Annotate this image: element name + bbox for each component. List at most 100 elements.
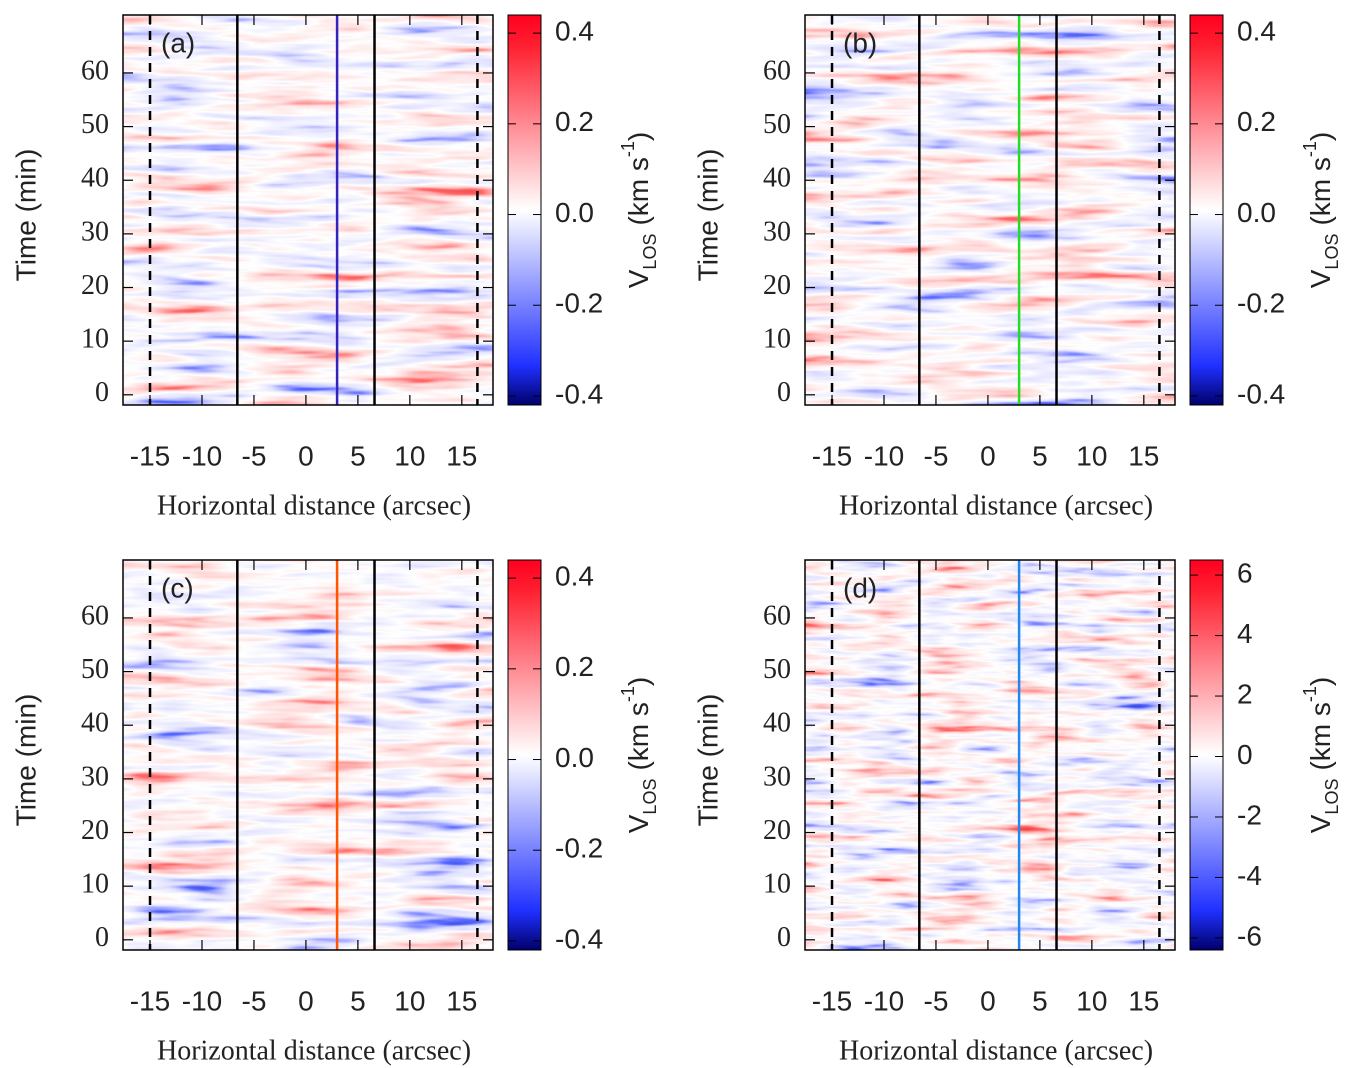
y-tick-label: 10 [763,869,791,900]
x-tick-label: -10 [182,985,222,1016]
y-tick-label: 10 [81,869,109,900]
y-axis-title: Time (min) [692,694,723,827]
plot-frame [804,559,1176,951]
colorbar [1189,559,1224,951]
colorbar-title-subscript: LOS [640,234,660,270]
x-tick-label: -5 [924,440,949,471]
x-tick-label: -5 [924,985,949,1016]
x-tick-label: 0 [980,440,996,471]
x-axis-title: Horizontal distance (arcsec) [839,490,1153,521]
y-tick-label: 30 [81,761,109,792]
colorbar-title-unit: (km s [1305,157,1336,225]
colorbar-title: VLOS (km s-1) [618,132,660,289]
x-axis-title: Horizontal distance (arcsec) [157,1035,471,1066]
colorbar-title: VLOS (km s-1) [1300,677,1342,834]
colorbar-title-symbol: V [623,814,654,833]
y-axis-title: Time (min) [692,149,723,282]
colorbar-tick-label: -0.2 [555,288,603,319]
heatmap-texture [123,560,493,950]
x-tick-label: -5 [242,440,267,471]
y-tick-label: 20 [81,270,109,301]
colorbar [507,559,542,951]
y-tick-label: 20 [81,815,109,846]
y-tick-label: 60 [81,600,109,631]
plot-frame [122,559,494,951]
colorbar-tick-label: 0 [1237,739,1253,770]
y-tick-label: 10 [81,324,109,355]
panel-label: (a) [161,27,195,58]
colorbar-tick-label: 0.0 [1237,197,1276,228]
colorbar-tick-label: 6 [1237,558,1253,589]
colorbar-tick-label: -0.2 [555,833,603,864]
colorbar-title-superscript: -1 [1300,141,1320,157]
colorbar [507,14,542,406]
y-tick-label: 40 [763,163,791,194]
x-tick-label: -5 [242,985,267,1016]
colorbar-tick-label: 0.4 [1237,16,1276,47]
colorbar-title-close: ) [1305,132,1336,141]
plot-frame [122,14,494,406]
y-tick-label: 50 [763,654,791,685]
colorbar-title-superscript: -1 [618,141,638,157]
x-tick-label: 0 [298,440,314,471]
x-tick-label: 15 [446,985,477,1016]
colorbar-tick-label: -0.4 [555,923,603,954]
colorbar-tick-label: -6 [1237,920,1262,951]
panel-label: (d) [843,572,877,603]
x-tick-label: 10 [1076,440,1107,471]
x-tick-label: 0 [980,985,996,1016]
x-tick-label: -10 [864,440,904,471]
y-tick-label: 10 [763,324,791,355]
y-tick-label: 50 [763,109,791,140]
heatmap-texture [805,560,1175,950]
colorbar-title: VLOS (km s-1) [618,677,660,834]
colorbar-title-symbol: V [623,269,654,288]
y-tick-label: 0 [777,922,791,953]
y-tick-label: 40 [763,708,791,739]
colorbar-title-close: ) [623,677,654,686]
colorbar-tick-label: 2 [1237,678,1253,709]
x-tick-label: -10 [864,985,904,1016]
x-tick-label: -15 [812,985,852,1016]
panel-label: (c) [161,572,194,603]
x-axis-title: Horizontal distance (arcsec) [839,1035,1153,1066]
colorbar-tick-label: -0.4 [555,378,603,409]
panel-label: (b) [843,27,877,58]
colorbar-title-superscript: -1 [618,686,638,702]
colorbar-tick-label: -0.4 [1237,378,1285,409]
colorbar-tick-label: -2 [1237,799,1262,830]
y-tick-label: 60 [763,600,791,631]
colorbar-tick-label: 0.4 [555,16,594,47]
heatmap-texture [123,15,493,405]
colorbar-tick-label: -4 [1237,860,1262,891]
colorbar-title-subscript: LOS [640,779,660,815]
colorbar-tick-label: 4 [1237,618,1253,649]
colorbar-tick-label: 0.2 [555,651,594,682]
x-axis-title: Horizontal distance (arcsec) [157,490,471,521]
colorbar-title-unit: (km s [623,702,654,770]
x-tick-label: 15 [1128,985,1159,1016]
x-tick-label: 0 [298,985,314,1016]
heatmap-texture [805,15,1175,405]
x-tick-label: 10 [394,440,425,471]
colorbar [1189,14,1224,406]
y-tick-label: 30 [81,216,109,247]
plot-frame [804,14,1176,406]
y-tick-label: 30 [763,216,791,247]
x-tick-label: 10 [1076,985,1107,1016]
colorbar-tick-label: 0.0 [555,742,594,773]
y-tick-label: 60 [81,55,109,86]
x-tick-label: -10 [182,440,222,471]
x-tick-label: 10 [394,985,425,1016]
colorbar-title-close: ) [623,132,654,141]
colorbar-title-unit: (km s [1305,702,1336,770]
y-tick-label: 40 [81,163,109,194]
colorbar-title-unit: (km s [623,157,654,225]
y-tick-label: 50 [81,654,109,685]
colorbar-title: VLOS (km s-1) [1300,132,1342,289]
colorbar-title-close: ) [1305,677,1336,686]
x-tick-label: -15 [812,440,852,471]
colorbar-title-subscript: LOS [1322,779,1342,815]
x-tick-label: 5 [350,985,366,1016]
x-tick-label: -15 [130,985,170,1016]
